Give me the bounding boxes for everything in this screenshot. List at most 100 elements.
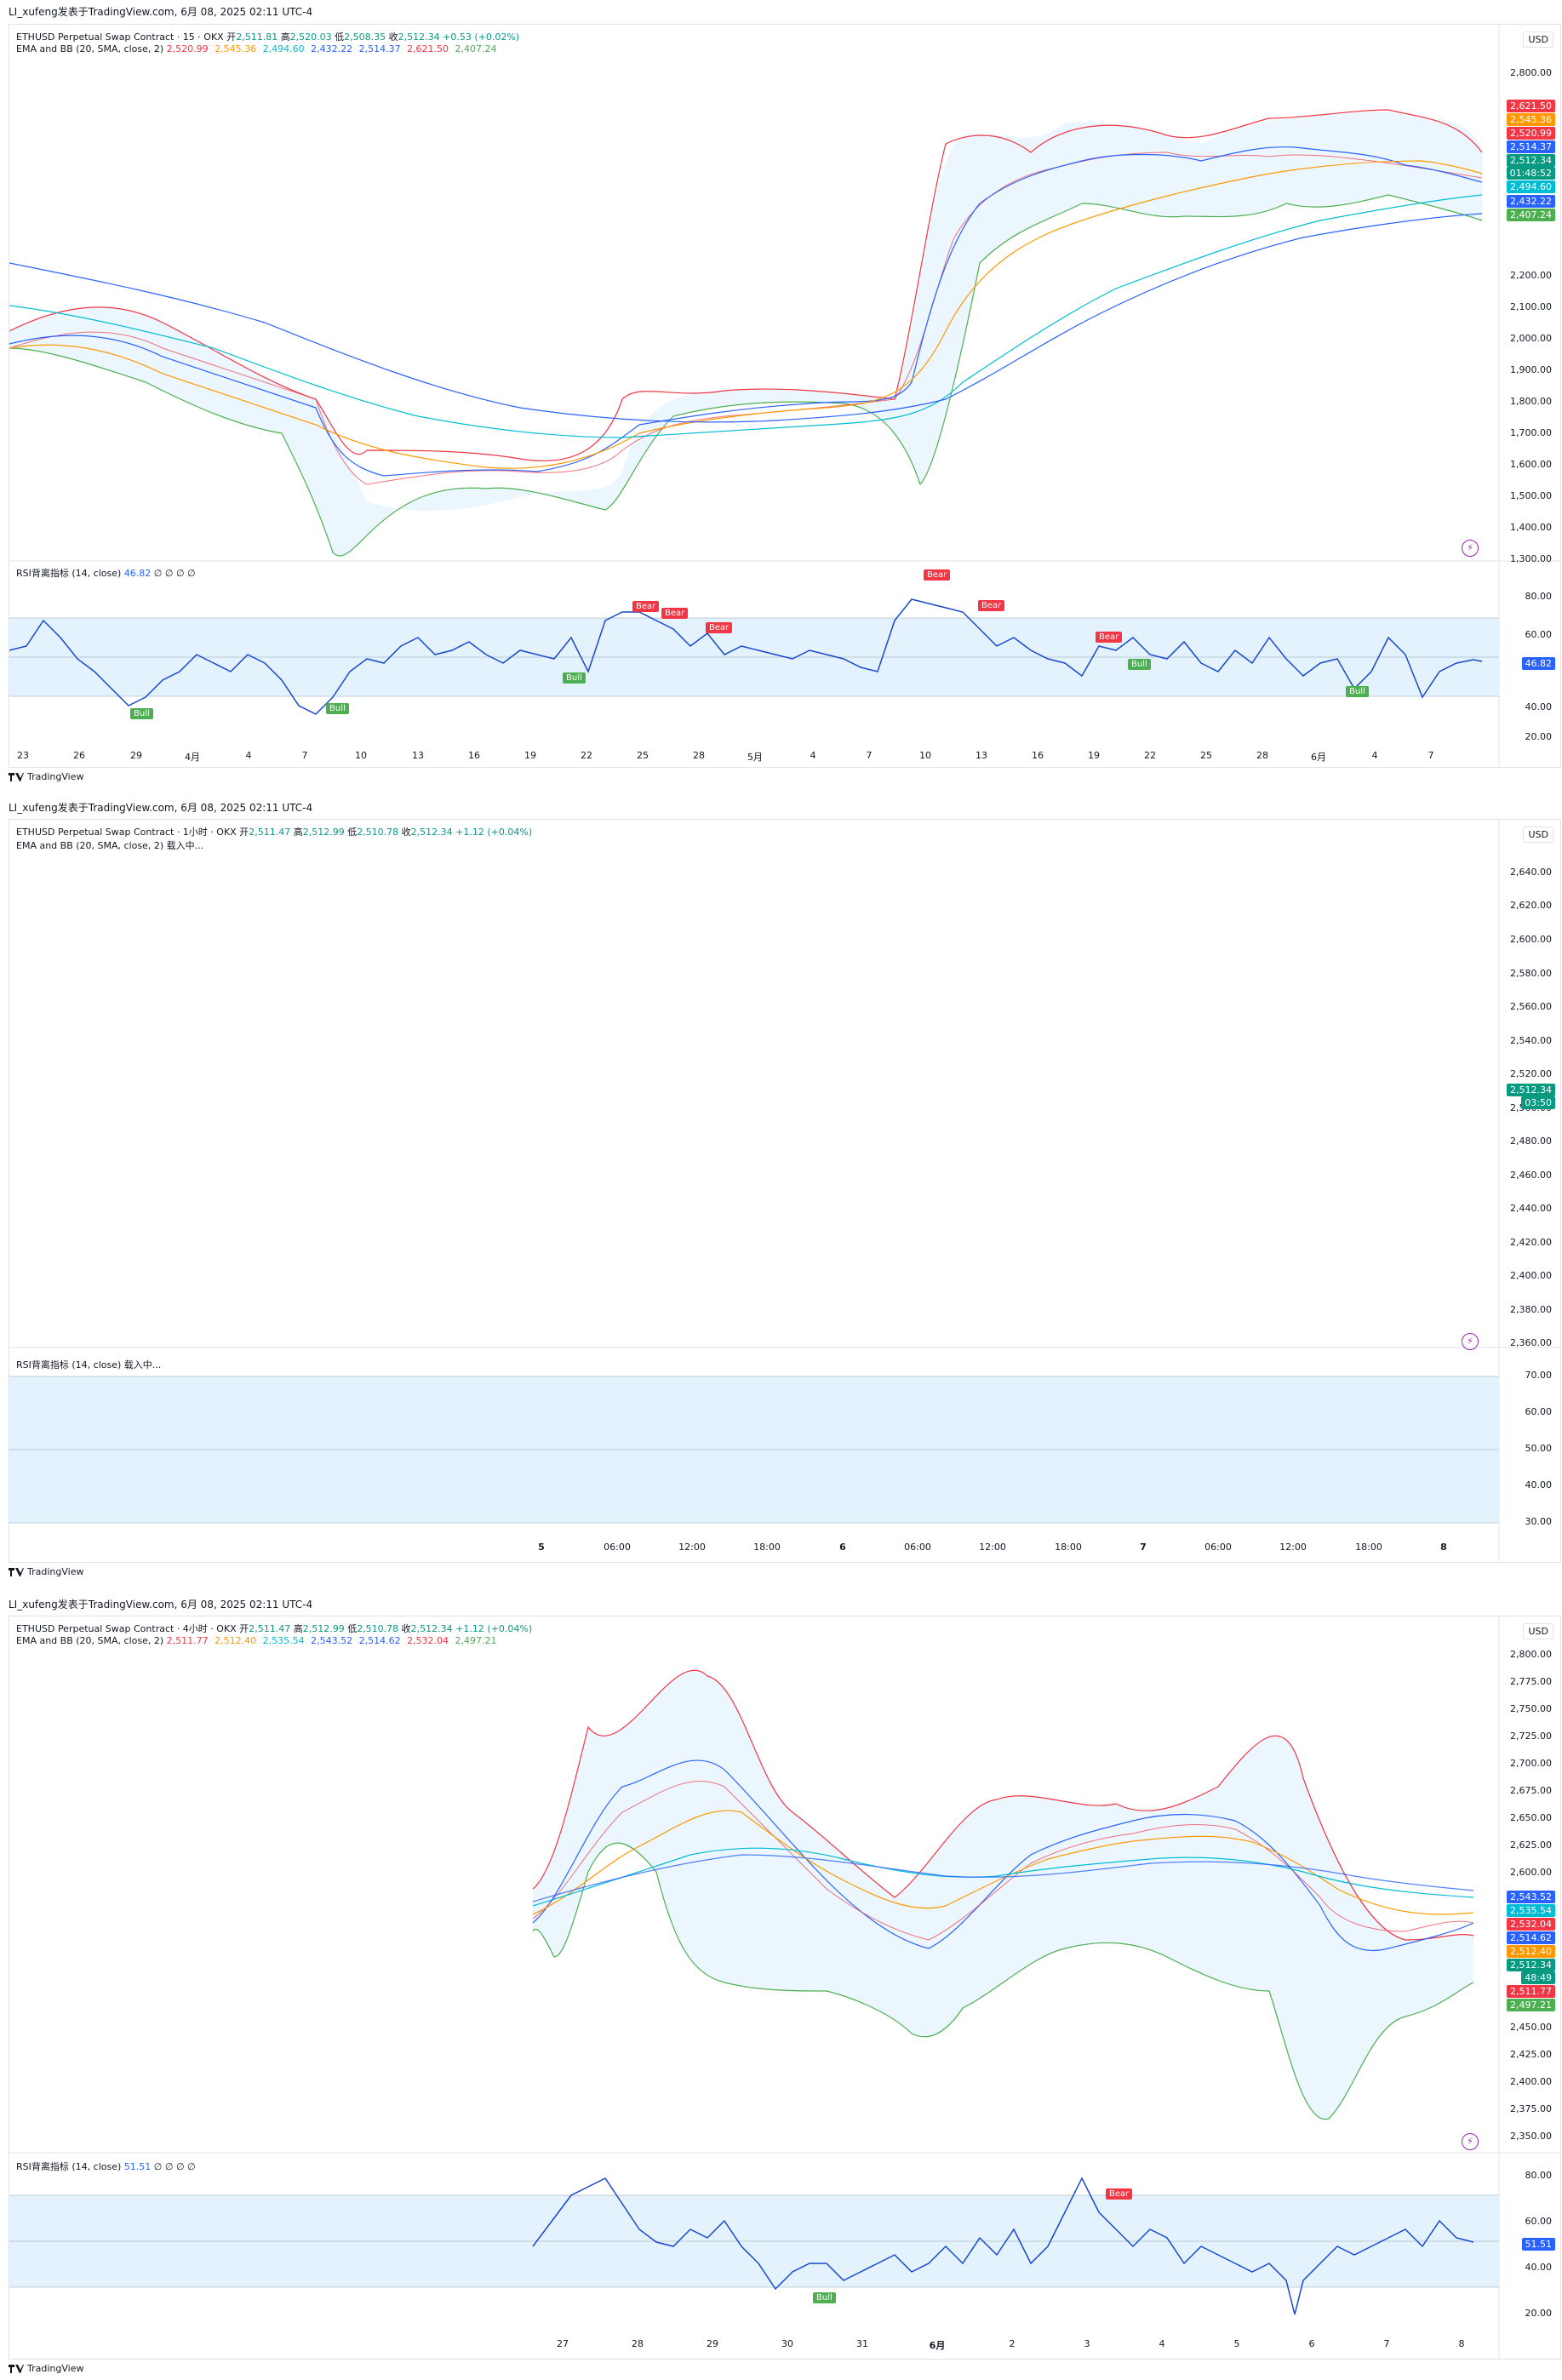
bull-signal: Bull (130, 708, 153, 719)
chart-panel-4h[interactable]: ETHUSD Perpetual Swap Contract · 4小时 · O… (9, 1616, 1561, 2360)
y-tick: 2,450.00 (1510, 2022, 1552, 2033)
open-label: 开 (226, 31, 237, 43)
x-tick: 13 (976, 750, 987, 761)
y-tick: 2,400.00 (1510, 2076, 1552, 2087)
change-value: +1.12 (+0.04%) (455, 1623, 533, 1634)
x-tick: 10 (919, 750, 931, 761)
rsi-legend[interactable]: RSI背离指标 (14, close) 载入中... (16, 1358, 161, 1371)
tradingview-logo-icon (9, 2364, 24, 2373)
y-tick: 1,500.00 (1510, 490, 1552, 501)
lightning-icon[interactable]: ⚡ (1462, 1333, 1479, 1350)
x-tick: 12:00 (979, 1542, 1006, 1553)
low-value: 2,510.78 (357, 827, 399, 838)
bear-signal: Bear (661, 608, 689, 619)
y-tick: 1,300.00 (1510, 553, 1552, 564)
ema-value: 2,512.40 (215, 1635, 257, 1646)
x-tick: 18:00 (753, 1542, 781, 1553)
high-label: 高 (293, 1623, 303, 1634)
empty-set-icon: ∅ ∅ ∅ ∅ (153, 568, 196, 579)
low-label: 低 (335, 31, 345, 43)
open-value: 2,511.47 (249, 827, 291, 838)
high-label: 高 (280, 31, 290, 43)
countdown-tag: 48:49 (1521, 1971, 1555, 1984)
change-value: +0.53 (+0.02%) (443, 31, 520, 43)
y-tick: 2,800.00 (1510, 1649, 1552, 1660)
price-chart[interactable] (9, 820, 1560, 1562)
chart-panel-15m[interactable]: ETHUSD Perpetual Swap Contract · 15 · OK… (9, 24, 1561, 768)
rsi-tick: 60.00 (1525, 1406, 1553, 1417)
x-tick: 12:00 (1279, 1542, 1307, 1553)
symbol-legend: ETHUSD Perpetual Swap Contract · 15 · OK… (16, 30, 519, 43)
ema-legend[interactable]: EMA and BB (20, SMA, close, 2) 2,511.77 … (16, 1635, 501, 1646)
ema-cyan-line (532, 1847, 1474, 1907)
rsi-line (9, 598, 1483, 715)
currency-button[interactable]: USD (1523, 827, 1553, 843)
ema-orange-line (532, 1810, 1474, 1915)
bull-signal: Bull (1128, 659, 1151, 670)
y-tick: 2,375.00 (1510, 2103, 1552, 2114)
x-tick: 29 (130, 750, 142, 761)
close-label: 收 (388, 31, 398, 43)
x-tick: 6 (839, 1542, 846, 1553)
currency-button[interactable]: USD (1523, 31, 1553, 48)
lightning-icon[interactable]: ⚡ (1462, 540, 1479, 557)
x-tick: 31 (856, 2338, 868, 2349)
ema-red-line (532, 1780, 1474, 1941)
tradingview-logo-icon (9, 772, 24, 781)
tradingview-footer[interactable]: TradingView (9, 771, 83, 782)
close-value: 2,512.34 (410, 1623, 453, 1634)
price-tag: 2,543.52 (1507, 1891, 1555, 1903)
footer-text: TradingView (27, 2363, 84, 2374)
ema-value: 2,432.22 (311, 43, 353, 54)
price-chart[interactable] (9, 1616, 1560, 2359)
ema-legend[interactable]: EMA and BB (20, SMA, close, 2) 2,520.99 … (16, 43, 501, 54)
ema-value: 2,535.54 (262, 1635, 305, 1646)
rsi-tick: 60.00 (1525, 629, 1553, 640)
x-tick: 4 (1159, 2338, 1165, 2349)
rsi-tick: 40.00 (1525, 2262, 1553, 2273)
ema-legend[interactable]: EMA and BB (20, SMA, close, 2) 载入中... (16, 838, 203, 852)
chart-panel-1h[interactable]: ETHUSD Perpetual Swap Contract · 1小时 · O… (9, 819, 1561, 1563)
ema-label: EMA and BB (20, SMA, close, 2) (16, 43, 164, 54)
x-tick: 16 (1032, 750, 1044, 761)
y-tick: 2,800.00 (1510, 67, 1552, 78)
lightning-icon[interactable]: ⚡ (1462, 2133, 1479, 2150)
empty-set-icon: ∅ ∅ ∅ ∅ (153, 2161, 196, 2172)
ema-value: 2,494.60 (262, 43, 305, 54)
tradingview-footer[interactable]: TradingView (9, 1566, 83, 1577)
rsi-legend[interactable]: RSI背离指标 (14, close) 51.51 ∅ ∅ ∅ ∅ (16, 2160, 196, 2173)
shot-header: LI_xufeng发表于TradingView.com, 6月 08, 2025… (9, 1599, 313, 1611)
bb-upper-line (532, 1669, 1474, 1941)
price-tag: 2,621.50 (1507, 100, 1555, 112)
price-tag: 2,514.62 (1507, 1931, 1555, 1944)
rsi-tick: 40.00 (1525, 701, 1553, 712)
bull-signal: Bull (326, 703, 349, 714)
rsi-legend[interactable]: RSI背离指标 (14, close) 46.82 ∅ ∅ ∅ ∅ (16, 566, 196, 580)
shot-header: LI_xufeng发表于TradingView.com, 6月 08, 2025… (9, 802, 313, 814)
low-label: 低 (347, 827, 358, 838)
high-value: 2,520.03 (289, 31, 332, 43)
y-tick: 1,600.00 (1510, 459, 1552, 470)
x-tick: 28 (632, 2338, 644, 2349)
x-tick: 4月 (185, 752, 200, 763)
rsi-value-tag: 46.82 (1521, 657, 1555, 670)
tradingview-logo-icon (9, 1567, 24, 1576)
rsi-tick: 50.00 (1525, 1443, 1553, 1454)
y-tick: 2,100.00 (1510, 301, 1552, 312)
x-tick: 8 (1458, 2338, 1465, 2349)
tradingview-footer[interactable]: TradingView (9, 2363, 83, 2374)
price-tag: 2,407.24 (1507, 209, 1555, 221)
y-tick: 2,775.00 (1510, 1676, 1552, 1687)
y-tick: 2,520.00 (1510, 1068, 1552, 1079)
ema-cyan-line (9, 194, 1483, 438)
x-tick: 8 (1440, 1542, 1447, 1553)
price-tag: 2,497.21 (1507, 1999, 1555, 2011)
open-label: 开 (239, 1623, 249, 1634)
ema-value: 2,511.77 (166, 1635, 209, 1646)
x-tick: 19 (524, 750, 536, 761)
rsi-value: 51.51 (123, 2161, 152, 2172)
currency-button[interactable]: USD (1523, 1623, 1553, 1639)
price-tag: 2,520.99 (1507, 127, 1555, 140)
price-chart[interactable] (9, 25, 1560, 767)
rsi-label: RSI背离指标 (14, close) 载入中... (16, 1359, 162, 1370)
